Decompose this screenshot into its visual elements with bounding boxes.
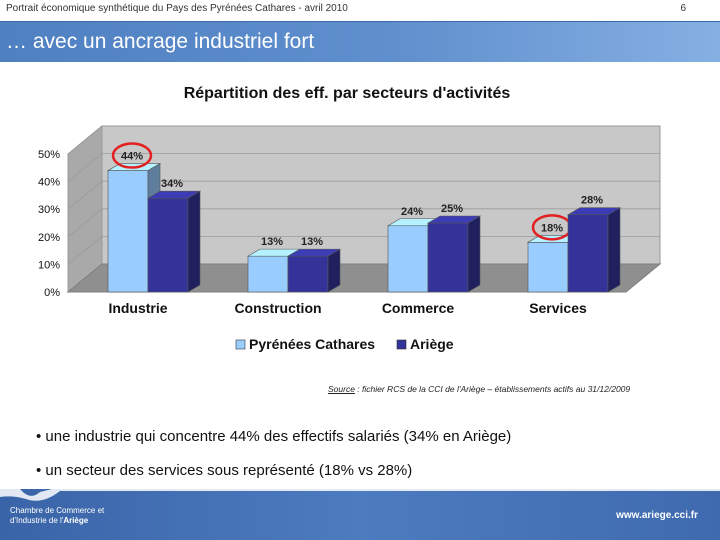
bar-top xyxy=(146,190,202,199)
bar-front xyxy=(287,255,329,293)
value-label: 13% xyxy=(261,236,283,248)
bar-front xyxy=(147,197,189,293)
x-axis-labels: Industrie Construction Commerce Services xyxy=(108,300,587,316)
chart-title: Répartition des eff. par secteurs d'acti… xyxy=(184,85,511,102)
bar-commerce-ariege: 25% xyxy=(426,203,482,293)
bar-chart: Répartition des eff. par secteurs d'acti… xyxy=(38,85,662,352)
x-tick-label: Industrie xyxy=(108,300,167,316)
value-label: 34% xyxy=(161,178,183,190)
bar-top xyxy=(286,248,342,257)
bar-front xyxy=(427,222,469,293)
value-label: 44% xyxy=(121,151,143,163)
org-line-2-bold: Ariège xyxy=(63,516,89,525)
gridline-3 xyxy=(67,180,660,210)
footer-swoosh xyxy=(0,489,720,501)
bar-services-ariege: 28% xyxy=(566,195,622,293)
gridline-5 xyxy=(67,125,660,155)
footer-bar: Chambre de Commerce et d'Industrie de l'… xyxy=(0,489,720,540)
source-text: : fichier RCS de la CCI de l'Ariège – ét… xyxy=(354,384,631,394)
x-tick-label: Construction xyxy=(234,300,321,316)
bar-front xyxy=(387,225,429,293)
org-line-2-prefix: d'Industrie de l' xyxy=(10,516,64,525)
highlight-ring xyxy=(111,142,153,169)
value-label: 13% xyxy=(301,236,323,248)
side-wall xyxy=(67,124,103,294)
top-header: Portrait économique synthétique du Pays … xyxy=(0,0,720,18)
x-tick-label: Commerce xyxy=(382,300,455,316)
bullet-services: • un secteur des services sous représent… xyxy=(36,462,413,479)
bar-side xyxy=(187,190,201,293)
bar-side xyxy=(467,215,481,293)
y-axis: 0% 10% 20% 30% 40% 50% xyxy=(38,149,60,299)
legend-swatch-pyrenees-cathares xyxy=(235,339,246,350)
website-link[interactable]: www.ariege.cci.fr xyxy=(616,510,698,521)
legend: Pyrénées Cathares Ariège xyxy=(235,336,454,352)
legend-label-ariege: Ariège xyxy=(410,336,454,352)
gridline-4 xyxy=(67,153,660,182)
slide-title: … avec un ancrage industriel fort xyxy=(6,30,315,53)
page-number: 6 xyxy=(680,3,686,14)
x-tick-label: Services xyxy=(529,300,587,316)
y-tick-label: 10% xyxy=(38,259,60,271)
bar-front xyxy=(107,170,149,293)
document-title: Portrait économique synthétique du Pays … xyxy=(6,3,348,14)
bar-front xyxy=(247,255,289,293)
bar-top xyxy=(566,207,622,216)
bar-side xyxy=(607,207,621,293)
bars-group: 44% 34% 13% 13% 24% 25% 18% 28% xyxy=(106,142,622,293)
org-line-1: Chambre de Commerce et xyxy=(10,506,105,515)
y-tick-label: 40% xyxy=(38,177,60,189)
y-tick-label: 20% xyxy=(38,232,60,244)
source-label: Source xyxy=(328,384,355,394)
bar-front xyxy=(527,242,569,293)
y-tick-label: 30% xyxy=(38,204,60,216)
org-line-2: d'Industrie de l'Ariège xyxy=(10,516,104,526)
y-tick-label: 0% xyxy=(44,287,60,299)
value-label: 28% xyxy=(581,195,603,207)
bullet-industry: • une industrie qui concentre 44% des ef… xyxy=(36,428,512,445)
legend-label-pyrenees-cathares: Pyrénées Cathares xyxy=(249,336,375,352)
bar-side xyxy=(327,248,341,293)
gridline-2 xyxy=(67,208,660,238)
bar-construction-ariege: 13% xyxy=(286,236,342,293)
value-label: 18% xyxy=(541,222,563,234)
cci-logo-text: Chambre de Commerce et d'Industrie de l'… xyxy=(10,506,104,526)
value-label: 25% xyxy=(441,203,463,215)
y-tick-label: 50% xyxy=(38,149,60,161)
bar-top xyxy=(426,215,482,224)
value-label: 24% xyxy=(401,206,423,218)
source-note: Source : fichier RCS de la CCI de l'Ariè… xyxy=(328,384,630,394)
title-banner: … avec un ancrage industriel fort xyxy=(0,21,720,62)
legend-swatch-ariege xyxy=(396,339,407,350)
bar-front xyxy=(567,214,609,293)
bar-industrie-ariege: 34% xyxy=(146,178,202,293)
